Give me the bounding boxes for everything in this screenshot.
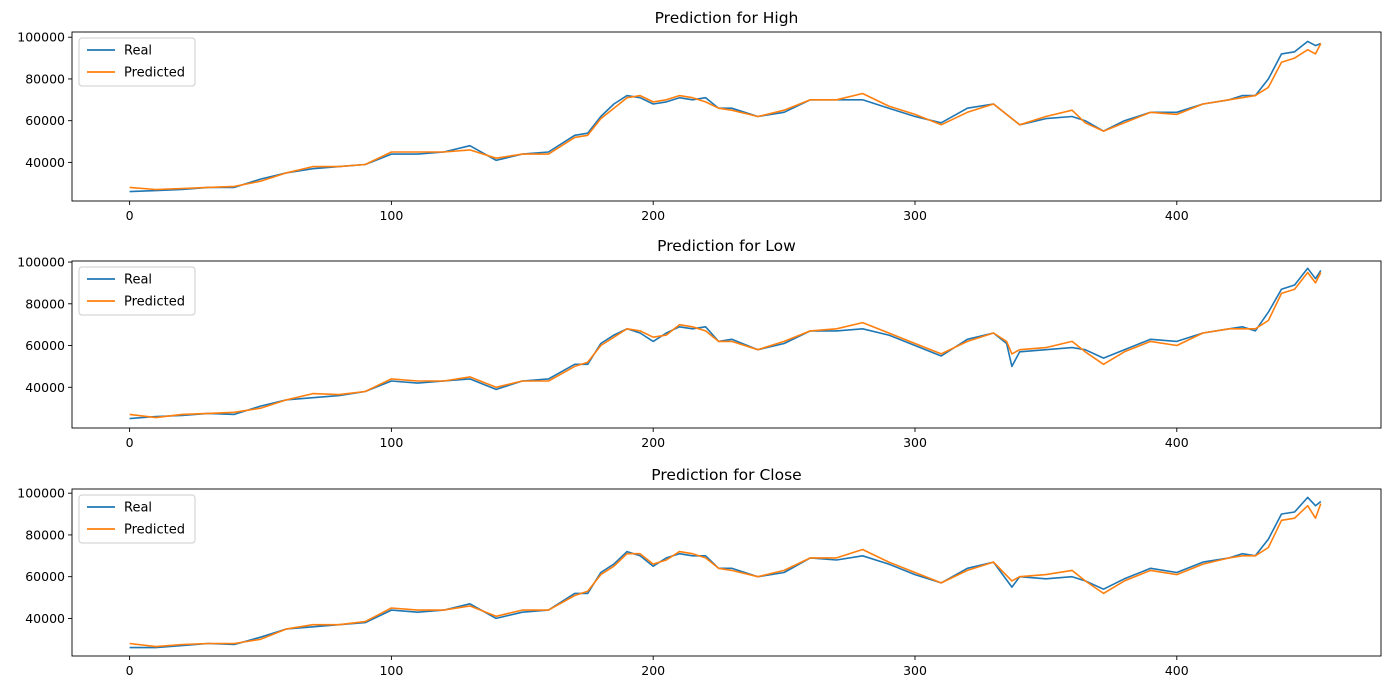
x-tick-label: 300 [903,208,927,223]
y-tick-label: 80000 [25,71,65,86]
x-tick-label: 300 [903,435,927,450]
legend-label-real: Real [124,273,152,288]
series-line-real [129,267,1322,420]
y-tick-label: 60000 [25,338,65,353]
series-line-real [129,496,1322,649]
x-tick-label: 0 [126,435,134,450]
x-tick-label: 400 [1165,663,1189,678]
x-tick-label: 200 [641,208,665,223]
series-line-predicted [129,503,1322,648]
y-tick-label: 40000 [25,155,65,170]
legend: Real Predicted [78,494,196,544]
y-tick-label: 60000 [25,113,65,128]
x-tick-label: 200 [641,435,665,450]
subplot-2: Prediction for Low 0 100 200 300 400 40000 6000… [17,237,1382,450]
x-tick-label: 400 [1165,208,1189,223]
x-tick-label: 300 [903,663,927,678]
legend: Real Predicted [78,266,196,316]
chart-title: Prediction for High [655,9,799,27]
legend-label-predicted: Predicted [124,523,185,538]
legend-label-real: Real [124,501,152,516]
subplot-3: Prediction for Close 0 100 200 300 400 40000 60… [17,466,1382,678]
series-line-predicted [129,271,1322,419]
legend: Real Predicted [78,37,196,87]
legend-label-real: Real [124,44,152,59]
x-tick-label: 200 [641,663,665,678]
axes-frame [71,488,1382,657]
axes-frame [71,31,1382,202]
chart-title: Prediction for Low [657,237,796,255]
y-tick-label: 40000 [25,611,65,626]
x-tick-label: 100 [379,435,403,450]
y-tick-label: 80000 [25,296,65,311]
y-tick-label: 100000 [17,30,65,45]
y-tick-label: 100000 [17,486,65,501]
legend-label-predicted: Predicted [124,295,185,310]
legend-label-predicted: Predicted [124,66,185,81]
y-tick-label: 80000 [25,527,65,542]
x-tick-label: 400 [1165,435,1189,450]
series-line-predicted [129,43,1322,191]
chart-title: Prediction for Close [651,466,801,484]
y-tick-label: 40000 [25,380,65,395]
axes-frame [71,260,1382,429]
y-tick-label: 60000 [25,569,65,584]
x-tick-label: 100 [379,208,403,223]
x-tick-label: 100 [379,663,403,678]
subplot-1: Prediction for High 0 100 200 300 400 40000 600… [17,9,1382,223]
x-tick-label: 0 [126,208,134,223]
series-line-real [129,40,1322,193]
x-tick-label: 0 [126,663,134,678]
y-tick-label: 100000 [17,255,65,270]
